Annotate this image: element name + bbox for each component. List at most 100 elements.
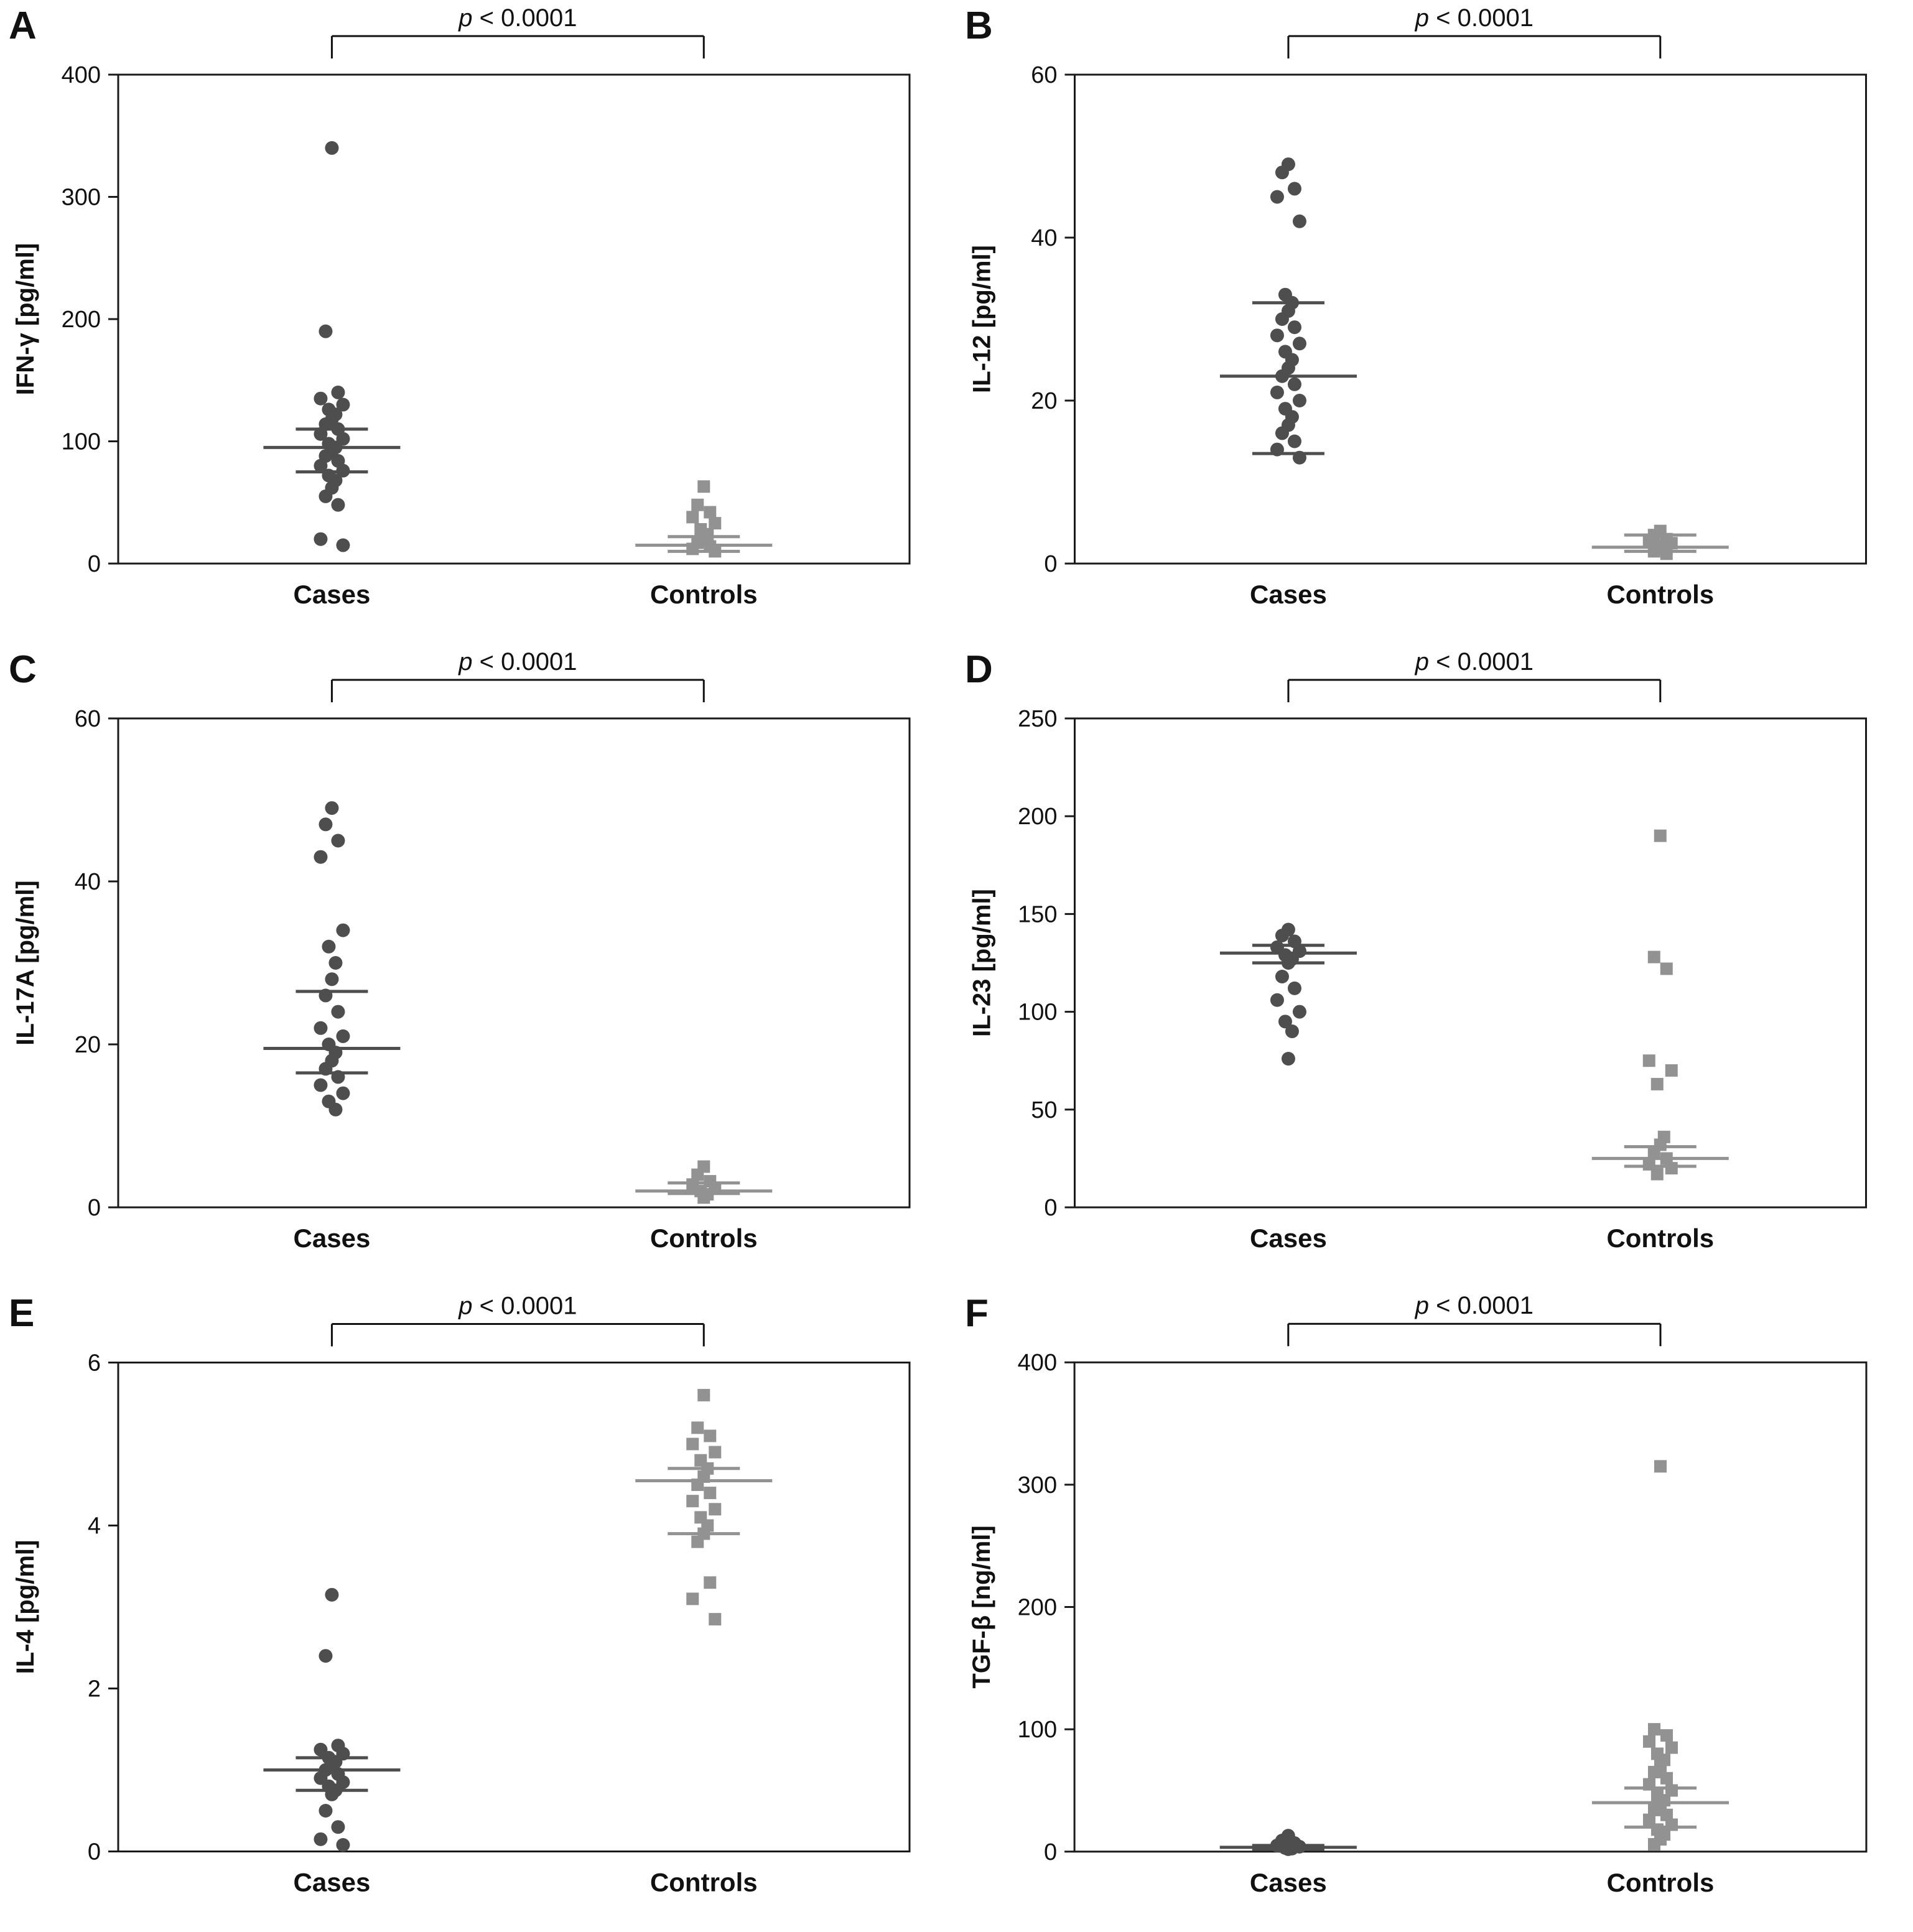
y-tick-label: 200 [62, 307, 101, 333]
data-point [704, 1429, 717, 1442]
panel-label-E: E [9, 1292, 35, 1335]
chart-F: 0 100 200 300 400 TGF-β [ng/ml] p < 0.0001 Case… [968, 1292, 1868, 1897]
series-cases [263, 141, 401, 552]
data-point [1292, 394, 1306, 407]
data-point [709, 1446, 722, 1459]
data-point [336, 1029, 350, 1043]
data-point [319, 489, 333, 503]
data-point [1270, 385, 1284, 399]
y-tick-label: 0 [88, 551, 101, 577]
data-point [1278, 1015, 1292, 1029]
y-tick-label: 200 [1018, 1595, 1057, 1621]
data-point [1642, 1735, 1656, 1748]
data-point [1287, 182, 1301, 196]
series-controls [1591, 829, 1729, 1181]
series-controls [1591, 1460, 1729, 1851]
data-point [1270, 328, 1284, 343]
data-point [331, 834, 345, 848]
category-label-cases: Cases [1250, 580, 1327, 609]
chart-C: 0 20 40 60 IL-17A [pg/ml] p < 0.0001 Cases Cont… [12, 648, 911, 1253]
y-tick-label: 6 [88, 1350, 101, 1377]
data-point [319, 1804, 333, 1818]
panel-D: D 0 50 100 150 200 250 IL-23 [pg/ml] p < 0.0001… [956, 644, 1913, 1288]
chart-D: 0 50 100 150 200 250 IL-23 [pg/ml] p < 0.0001 Ca… [969, 648, 1867, 1253]
category-label-controls: Controls [650, 1868, 758, 1897]
data-point [328, 956, 343, 970]
data-point [325, 801, 339, 815]
data-point [325, 972, 339, 987]
data-point [1660, 547, 1673, 560]
plot-frame [1074, 73, 1867, 565]
data-point [314, 1078, 328, 1092]
p-value-label: p < 0.0001 [458, 4, 577, 32]
panel-A: A 0 100 200 300 400 IFN-γ [pg/ml] p < 0.0001 Ca… [0, 0, 956, 644]
data-point [1287, 377, 1301, 391]
data-point [1642, 1813, 1656, 1826]
y-tick-label: 4 [88, 1513, 101, 1540]
data-point [686, 511, 699, 524]
data-point [325, 1587, 339, 1602]
chart-A: 0 100 200 300 400 IFN-γ [pg/ml] p < 0.0001 Case… [12, 4, 911, 609]
category-label-controls: Controls [650, 580, 758, 609]
category-label-cases: Cases [294, 1868, 371, 1897]
data-point [1650, 1077, 1664, 1090]
panel-B: B 0 20 40 60 IL-12 [pg/ml] p < 0.0001 Cases Con… [956, 0, 1913, 644]
data-point [1660, 1772, 1673, 1785]
y-tick-label: 40 [1031, 225, 1057, 251]
data-point [1660, 962, 1673, 975]
category-label-cases: Cases [1250, 1224, 1327, 1253]
y-tick-label: 60 [1031, 62, 1057, 88]
p-value-label: p < 0.0001 [1415, 1292, 1534, 1319]
data-point [1275, 928, 1289, 942]
data-point [336, 923, 350, 937]
data-point [331, 498, 345, 512]
panel-E: E 0 2 4 6 IL-4 [pg/ml] p < 0.0001 Cases Control… [0, 1288, 956, 1932]
data-point [704, 1487, 717, 1500]
data-point [336, 1838, 350, 1852]
data-point [314, 850, 328, 864]
data-point [1270, 190, 1284, 204]
y-tick-label: 200 [1018, 804, 1057, 830]
panel-label-C: C [9, 648, 37, 691]
data-point [319, 1649, 333, 1663]
data-point [1660, 1729, 1673, 1742]
p-value-label: p < 0.0001 [1415, 648, 1534, 676]
panel-label-F: F [965, 1292, 989, 1335]
data-point [1648, 1765, 1661, 1778]
data-point [1287, 320, 1301, 335]
data-point [1281, 1052, 1295, 1066]
p-value-label: p < 0.0001 [1415, 4, 1534, 32]
data-point [691, 498, 704, 511]
y-tick-label: 0 [88, 1839, 101, 1865]
data-point [686, 1437, 699, 1451]
data-point [1642, 1054, 1655, 1067]
data-point [1665, 1741, 1678, 1754]
y-tick-label: 300 [62, 185, 101, 211]
y-tick-label: 20 [1031, 388, 1057, 414]
data-point [314, 458, 328, 473]
y-tick-label: 100 [1018, 1000, 1057, 1026]
category-label-cases: Cases [294, 580, 371, 609]
data-point [336, 1086, 350, 1100]
data-point [709, 1503, 722, 1516]
p-value-label: p < 0.0001 [458, 648, 577, 676]
panel-label-B: B [965, 4, 993, 47]
y-tick-label: 250 [1018, 706, 1057, 732]
y-tick-label: 400 [62, 62, 101, 88]
y-tick-label: 150 [1018, 901, 1057, 927]
data-point [1665, 1162, 1678, 1175]
series-controls [635, 1160, 773, 1204]
category-label-controls: Controls [1607, 1868, 1715, 1897]
data-point [319, 324, 333, 338]
data-point [328, 1102, 343, 1117]
p-value-label: p < 0.0001 [458, 1293, 577, 1320]
data-point [331, 1820, 345, 1834]
data-point [1292, 337, 1306, 351]
y-tick-label: 0 [1044, 551, 1057, 577]
data-point [686, 1592, 699, 1605]
data-point [1647, 950, 1660, 964]
category-label-controls: Controls [1606, 1224, 1714, 1253]
data-point [1275, 165, 1289, 180]
y-axis-label: IL-23 [pg/ml] [969, 889, 996, 1037]
y-tick-label: 300 [1018, 1472, 1057, 1498]
